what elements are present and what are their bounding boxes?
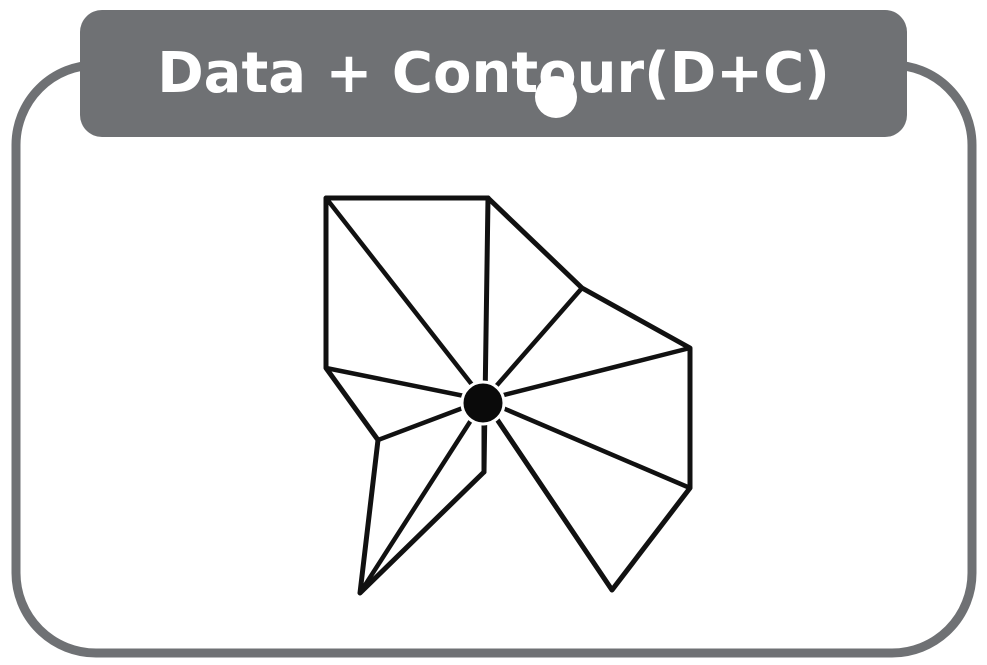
panel-frame — [11, 60, 977, 658]
contour-spine — [481, 195, 491, 475]
spoke-bottom-left — [357, 397, 487, 596]
spoke-left-mid — [323, 365, 487, 403]
title-bar — [80, 10, 907, 137]
spoke-top-left — [323, 195, 487, 403]
spoke-right-mid — [481, 345, 693, 403]
spoke-upper-right — [481, 285, 585, 403]
center-node — [460, 380, 506, 426]
spoke-right-low — [481, 397, 693, 491]
spoke-bottom-right — [481, 397, 615, 593]
